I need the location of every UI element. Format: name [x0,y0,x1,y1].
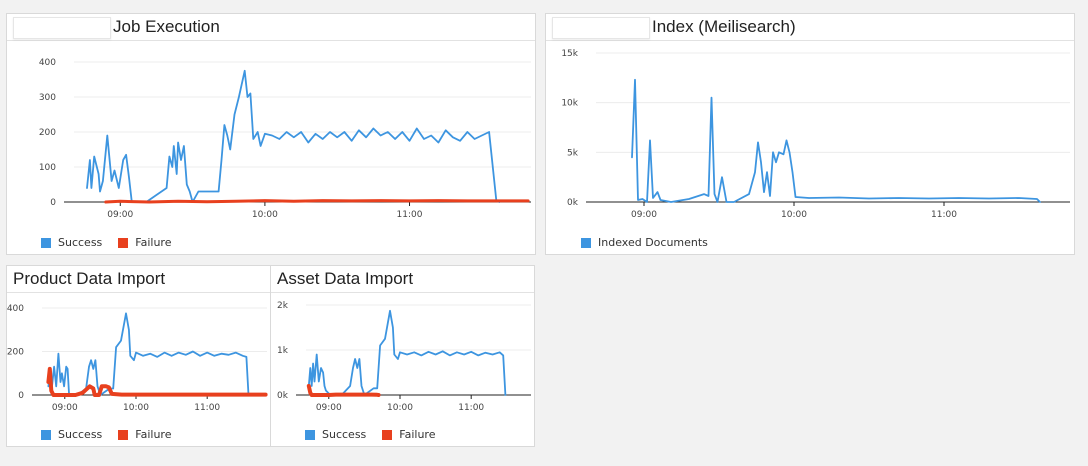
legend-item-failure[interactable]: Failure [382,428,435,441]
legend-swatch-success [41,237,51,248]
redacted-title-prefix [13,16,111,39]
legend-label-success: Success [58,428,103,441]
y-tick-label: 200 [39,128,56,138]
index-meilisearch-chart: 0k 5k 10k 15k 09:00 10:00 11:00 [561,49,1070,220]
legend-item-failure[interactable]: Failure [118,428,171,441]
legend-swatch-failure [118,237,129,248]
y-tick-label: 0 [18,391,24,401]
y-tick-label: 400 [7,304,24,314]
x-tick-label: 11:00 [397,210,423,220]
x-tick-label: 10:00 [387,403,413,413]
legend-item-indexed-documents[interactable]: Indexed Documents [581,236,708,249]
legend-label-failure: Failure [399,428,436,441]
panel-header: Job Execution [7,14,535,41]
legend-swatch-failure [382,429,393,440]
legend-swatch-indexed-documents [581,237,591,248]
y-tick-label: 1k [277,346,289,356]
job-execution-legend: Success Failure [41,236,187,249]
legend-label-failure: Failure [135,236,172,249]
index-meilisearch-panel: Index (Meilisearch) 0k 5k 10k 15k 09:00 10:00… [545,13,1075,255]
product-data-import-legend: Success Failure [41,428,187,441]
asset-data-import-chart: 0k 1k 2k 09:00 10:00 11:00 [277,301,531,413]
legend-label-success: Success [322,428,367,441]
y-tick-label: 5k [567,148,579,158]
redacted-title-prefix [552,16,650,39]
legend-label-indexed-documents: Indexed Documents [598,236,708,249]
y-tick-label: 0k [277,391,289,401]
x-tick-label: 10:00 [123,403,149,413]
panel-header: Product Data Import [7,266,270,293]
y-tick-label: 0 [50,198,56,208]
index-meilisearch-legend: Indexed Documents [581,236,724,249]
x-tick-label: 11:00 [194,403,220,413]
x-tick-label: 09:00 [316,403,342,413]
series-line-failure [104,199,530,204]
legend-label-failure: Failure [135,428,172,441]
x-tick-label: 09:00 [52,403,78,413]
legend-swatch-success [305,429,315,440]
y-tick-label: 10k [561,99,578,109]
product-data-import-chart: 0 200 400 09:00 10:00 11:00 [7,304,268,413]
panel-header: Asset Data Import [271,266,534,293]
x-tick-label: 11:00 [931,210,957,220]
series-line-success [86,69,501,203]
product-data-import-panel: Product Data Import 0 200 400 09:00 10:00 11:… [6,265,271,447]
x-tick-label: 09:00 [107,210,133,220]
y-tick-label: 400 [39,58,56,68]
series-line-success [47,312,250,396]
asset-data-import-legend: Success Failure [305,428,451,441]
legend-item-failure[interactable]: Failure [118,236,171,249]
series-line-failure [306,384,381,397]
y-tick-label: 0k [567,198,579,208]
legend-swatch-success [41,429,51,440]
y-tick-label: 200 [7,348,24,358]
legend-item-success[interactable]: Success [305,428,366,441]
job-execution-panel: Job Execution 0 100 200 300 400 09:00 10:00 11:… [6,13,536,255]
x-tick-label: 11:00 [458,403,484,413]
series-line-failure [46,366,268,397]
panel-title: Product Data Import [13,269,166,288]
panel-title: Job Execution [113,17,220,36]
legend-item-success[interactable]: Success [41,428,102,441]
panel-title: Asset Data Import [277,269,414,288]
x-tick-label: 10:00 [781,210,807,220]
series-line-indexed-documents [631,78,1041,203]
series-line-success [307,309,507,396]
y-tick-label: 300 [39,93,56,103]
panel-header: Index (Meilisearch) [546,14,1074,41]
y-tick-label: 2k [277,301,289,311]
legend-item-success[interactable]: Success [41,236,102,249]
x-tick-label: 09:00 [631,210,657,220]
legend-swatch-failure [118,429,129,440]
legend-label-success: Success [58,236,103,249]
x-tick-label: 10:00 [252,210,278,220]
y-tick-label: 15k [561,49,578,59]
y-tick-label: 100 [39,163,56,173]
panel-title: Index (Meilisearch) [652,17,796,36]
job-execution-chart: 0 100 200 300 400 09:00 10:00 11:00 [39,58,531,220]
asset-data-import-panel: Asset Data Import 0k 1k 2k 09:00 10:00 11:00 … [270,265,535,447]
